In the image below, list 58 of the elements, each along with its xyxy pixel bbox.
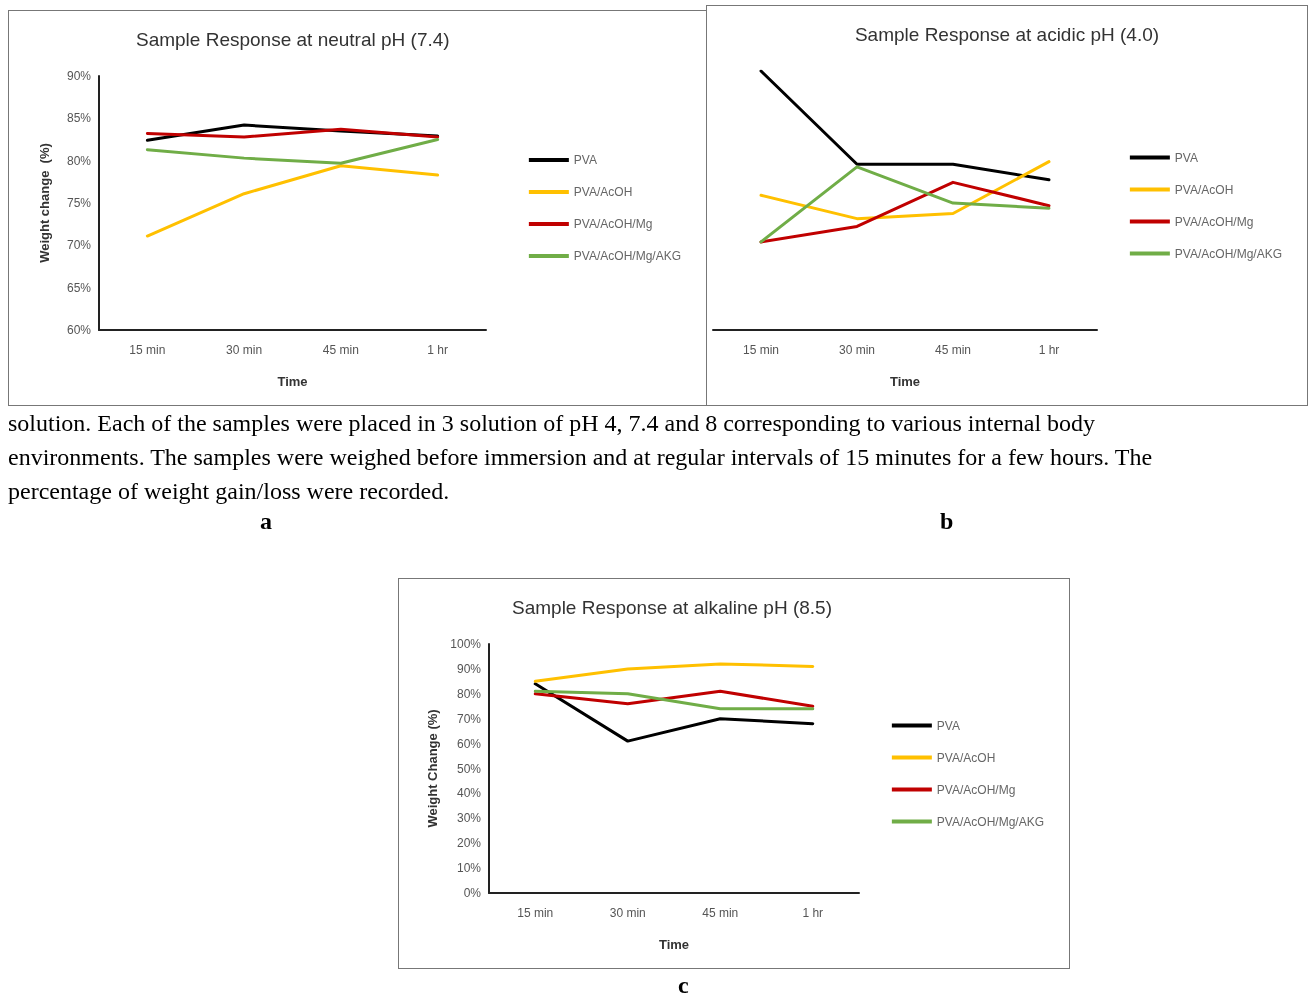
- text: b: [940, 508, 954, 535]
- y-axis-title: Weight Change (%): [425, 709, 441, 828]
- y-tick-label: 80%: [456, 686, 482, 701]
- legend-label: PVA: [936, 718, 960, 733]
- line-series: [533, 662, 815, 683]
- y-tick-label: 70%: [66, 238, 92, 253]
- legend-label: PVA/AcOH/Mg: [1174, 214, 1254, 229]
- y-tick-label: 50%: [456, 761, 482, 776]
- text: a: [260, 508, 272, 535]
- chart-title: Sample Response at alkaline pH (8.5): [511, 597, 833, 618]
- y-tick-label: 60%: [66, 323, 92, 337]
- legend-label: PVA/AcOH/Mg/AKG: [573, 249, 681, 263]
- legend-label: PVA: [1174, 150, 1198, 165]
- y-tick-label: 90%: [66, 69, 92, 83]
- y-tick-label: 0%: [463, 886, 482, 900]
- legend-label: PVA/AcOH: [936, 750, 996, 765]
- chart-title: Sample Response at neutral pH (7.4): [135, 29, 450, 50]
- line-series: [145, 138, 440, 165]
- legend-label: PVA: [573, 153, 597, 167]
- x-tick-label: 30 min: [838, 343, 876, 357]
- y-tick-label: 40%: [456, 786, 482, 801]
- y-tick-label: 70%: [456, 711, 482, 726]
- line-series: [533, 682, 815, 743]
- x-axis-title: Time: [889, 374, 921, 389]
- y-tick-label: 75%: [66, 196, 92, 210]
- x-axis-title: Time: [277, 374, 308, 389]
- x-tick-label: 15 min: [129, 343, 166, 357]
- y-tick-label: 100%: [450, 637, 482, 651]
- y-tick-label: 60%: [456, 736, 482, 751]
- x-tick-label: 45 min: [934, 343, 972, 357]
- chart-title: Sample Response at acidic pH (4.0): [854, 24, 1160, 45]
- x-tick-label: 45 min: [322, 343, 359, 357]
- y-tick-label: 90%: [456, 661, 482, 676]
- x-tick-label: 1 hr: [1038, 343, 1060, 357]
- x-tick-label: 45 min: [702, 906, 739, 920]
- y-tick-label: 30%: [456, 811, 482, 826]
- x-tick-label: 1 hr: [802, 906, 824, 920]
- y-tick-label: 10%: [456, 861, 482, 876]
- legend-label: PVA/AcOH/Mg/AKG: [1174, 246, 1282, 261]
- legend-label: PVA/AcOH: [573, 185, 633, 199]
- x-axis-title: Time: [658, 937, 690, 952]
- text: solution. Each of the samples were placed in 3 solution of pH 4, 7.4 and 8 corresponding to various internal body environments. The samples were weighed before immersion and at regular intervals of 15 minutes for a few hours. The percentage of weight gain/loss were recorded.: [8, 409, 1154, 506]
- legend-label: PVA/AcOH/Mg/AKG: [936, 814, 1044, 829]
- x-tick-label: 15 min: [517, 906, 554, 920]
- x-tick-label: 15 min: [742, 343, 780, 357]
- y-tick-label: 20%: [456, 836, 482, 851]
- legend-label: PVA/AcOH/Mg: [936, 782, 1016, 797]
- legend-label: PVA/AcOH: [1174, 182, 1234, 197]
- line-series: [145, 164, 440, 238]
- legend-label: PVA/AcOH/Mg: [573, 217, 653, 231]
- text: c: [678, 972, 689, 999]
- x-tick-label: 30 min: [609, 906, 646, 920]
- y-axis-title: Weight change (%): [37, 143, 52, 263]
- x-tick-label: 1 hr: [427, 343, 448, 357]
- y-tick-label: 80%: [66, 153, 92, 168]
- x-tick-label: 30 min: [226, 343, 263, 357]
- y-tick-label: 85%: [66, 111, 92, 126]
- y-tick-label: 65%: [66, 280, 92, 295]
